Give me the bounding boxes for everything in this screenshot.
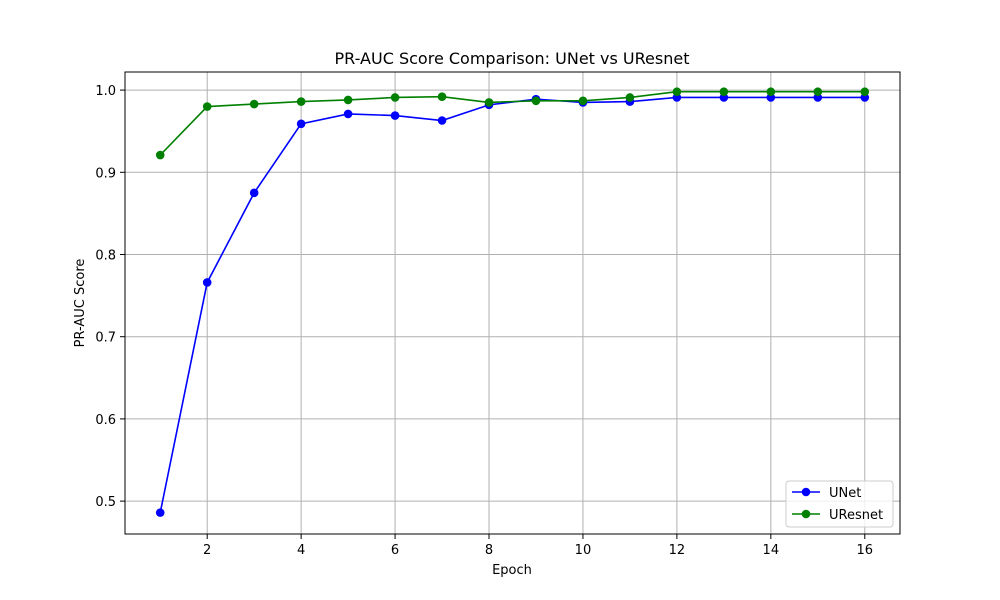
x-tick-label: 6: [391, 543, 399, 558]
data-point: [296, 119, 306, 129]
y-tick-label: 1.0: [95, 84, 116, 99]
legend-label: UNet: [829, 486, 861, 501]
legend-label: UResnet: [829, 508, 883, 523]
data-point: [766, 87, 776, 97]
data-point: [249, 188, 259, 198]
data-point: [625, 93, 635, 102]
ticks: 2 4 6 8 10 12 14 16 0.5 0.6 0.7 0.8 0.9 1.0: [95, 84, 873, 558]
data-point: [860, 87, 870, 97]
series-layer: [155, 87, 870, 517]
data-point: [296, 97, 306, 106]
chart-title: PR-AUC Score Comparison: UNet vs UResnet: [335, 49, 690, 68]
legend-item: UResnet: [792, 508, 883, 523]
data-point: [437, 92, 447, 101]
plot-area-frame: [124, 71, 901, 535]
y-tick-label: 0.6: [95, 413, 116, 428]
data-point: [719, 87, 729, 97]
data-point: [202, 102, 212, 111]
x-tick-label: 12: [669, 543, 686, 558]
data-point: [813, 87, 823, 97]
grid: [125, 72, 900, 534]
x-tick-label: 14: [763, 543, 780, 558]
y-tick-label: 0.5: [95, 495, 116, 510]
y-axis-label: PR-AUC Score: [73, 259, 88, 348]
data-point: [155, 508, 165, 517]
data-point: [202, 278, 212, 287]
data-point: [390, 93, 400, 102]
series-unet: [155, 93, 870, 517]
x-tick-label: 4: [297, 543, 305, 558]
series-uresnet: [155, 87, 870, 160]
legend-item: UNet: [792, 486, 861, 501]
data-point: [249, 99, 259, 109]
data-point: [672, 87, 682, 97]
legend: UNet UResnet: [785, 480, 894, 528]
y-tick-label: 0.9: [95, 166, 116, 181]
series-line: [159, 96, 865, 513]
x-tick-label: 8: [485, 543, 493, 558]
data-point: [155, 150, 165, 160]
legend-swatch-marker: [801, 509, 811, 519]
legend-swatch-marker: [801, 487, 811, 497]
data-point: [437, 116, 447, 125]
x-tick-label: 10: [575, 543, 592, 558]
series-line: [159, 90, 865, 156]
x-axis-label: Epoch: [492, 563, 532, 578]
y-tick-label: 0.7: [95, 331, 116, 346]
data-point: [531, 96, 541, 106]
data-point: [343, 109, 353, 119]
data-point: [484, 98, 494, 107]
data-point: [343, 95, 353, 105]
data-point: [390, 111, 400, 120]
data-point: [578, 96, 588, 106]
x-tick-label: 16: [856, 543, 873, 558]
x-tick-label: 2: [203, 543, 211, 558]
y-tick-label: 0.8: [95, 248, 116, 263]
